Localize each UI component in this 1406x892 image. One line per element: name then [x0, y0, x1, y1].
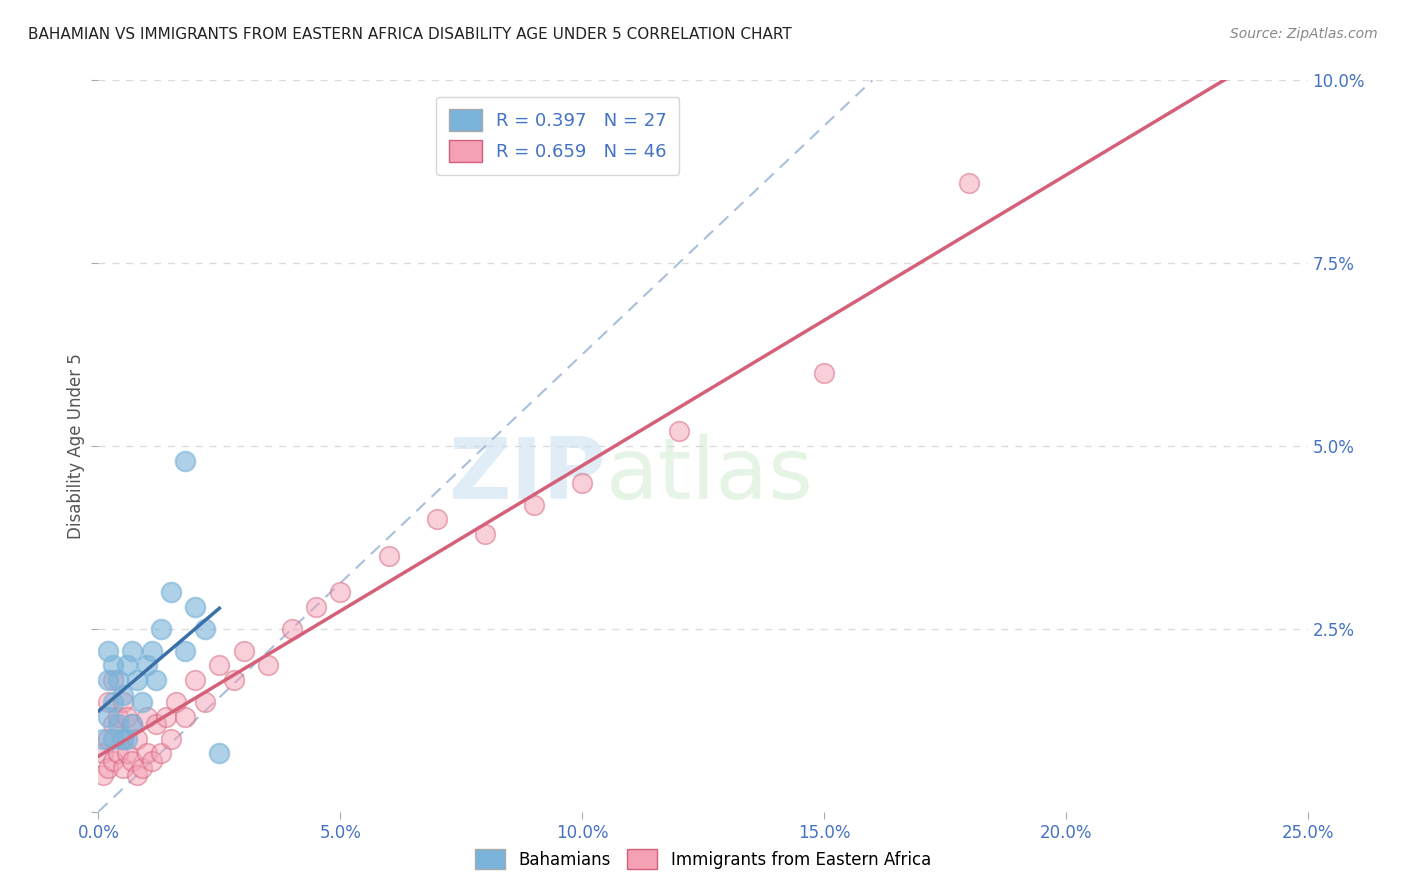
- Point: [97, 695, 120, 709]
- Point: [131, 695, 153, 709]
- Point: [957, 176, 980, 190]
- Point: [571, 475, 593, 490]
- Point: [107, 746, 129, 760]
- Point: [127, 768, 149, 782]
- Point: [117, 746, 139, 760]
- Text: ZIP: ZIP: [449, 434, 606, 516]
- Point: [208, 658, 231, 673]
- Point: [101, 695, 124, 709]
- Point: [97, 731, 120, 746]
- Point: [474, 526, 496, 541]
- Point: [256, 658, 278, 673]
- Point: [121, 644, 143, 658]
- Point: [111, 731, 134, 746]
- Text: BAHAMIAN VS IMMIGRANTS FROM EASTERN AFRICA DISABILITY AGE UNDER 5 CORRELATION CH: BAHAMIAN VS IMMIGRANTS FROM EASTERN AFRI…: [28, 27, 792, 42]
- Point: [305, 599, 328, 614]
- Point: [165, 695, 187, 709]
- Point: [97, 673, 120, 687]
- Point: [121, 717, 143, 731]
- Legend: Bahamians, Immigrants from Eastern Africa: Bahamians, Immigrants from Eastern Afric…: [465, 838, 941, 880]
- Point: [97, 644, 120, 658]
- Point: [97, 709, 120, 723]
- Point: [101, 658, 124, 673]
- Point: [160, 585, 183, 599]
- Point: [135, 746, 157, 760]
- Point: [91, 731, 114, 746]
- Point: [101, 754, 124, 768]
- Point: [208, 746, 231, 760]
- Point: [141, 644, 163, 658]
- Point: [222, 673, 245, 687]
- Point: [101, 731, 124, 746]
- Point: [184, 599, 207, 614]
- Point: [145, 717, 167, 731]
- Point: [135, 709, 157, 723]
- Point: [127, 673, 149, 687]
- Point: [174, 453, 197, 467]
- Point: [155, 709, 177, 723]
- Point: [97, 761, 120, 775]
- Point: [121, 754, 143, 768]
- Point: [174, 709, 197, 723]
- Point: [111, 761, 134, 775]
- Point: [150, 746, 173, 760]
- Point: [107, 709, 129, 723]
- Point: [160, 731, 183, 746]
- Point: [523, 498, 546, 512]
- Point: [281, 622, 304, 636]
- Point: [121, 717, 143, 731]
- Point: [91, 768, 114, 782]
- Point: [111, 731, 134, 746]
- Point: [377, 549, 399, 563]
- Point: [174, 644, 197, 658]
- Point: [150, 622, 173, 636]
- Point: [131, 761, 153, 775]
- Point: [111, 688, 134, 702]
- Point: [117, 731, 139, 746]
- Text: atlas: atlas: [606, 434, 814, 516]
- Point: [184, 673, 207, 687]
- Point: [107, 673, 129, 687]
- Point: [329, 585, 352, 599]
- Point: [91, 746, 114, 760]
- Point: [145, 673, 167, 687]
- Point: [111, 695, 134, 709]
- Point: [141, 754, 163, 768]
- Point: [107, 717, 129, 731]
- Point: [101, 717, 124, 731]
- Point: [668, 425, 690, 439]
- Y-axis label: Disability Age Under 5: Disability Age Under 5: [66, 353, 84, 539]
- Legend: R = 0.397   N = 27, R = 0.659   N = 46: R = 0.397 N = 27, R = 0.659 N = 46: [436, 96, 679, 175]
- Point: [101, 673, 124, 687]
- Point: [813, 366, 835, 380]
- Point: [194, 622, 217, 636]
- Point: [127, 731, 149, 746]
- Point: [232, 644, 254, 658]
- Point: [135, 658, 157, 673]
- Point: [117, 709, 139, 723]
- Point: [426, 512, 449, 526]
- Point: [117, 658, 139, 673]
- Point: [194, 695, 217, 709]
- Text: Source: ZipAtlas.com: Source: ZipAtlas.com: [1230, 27, 1378, 41]
